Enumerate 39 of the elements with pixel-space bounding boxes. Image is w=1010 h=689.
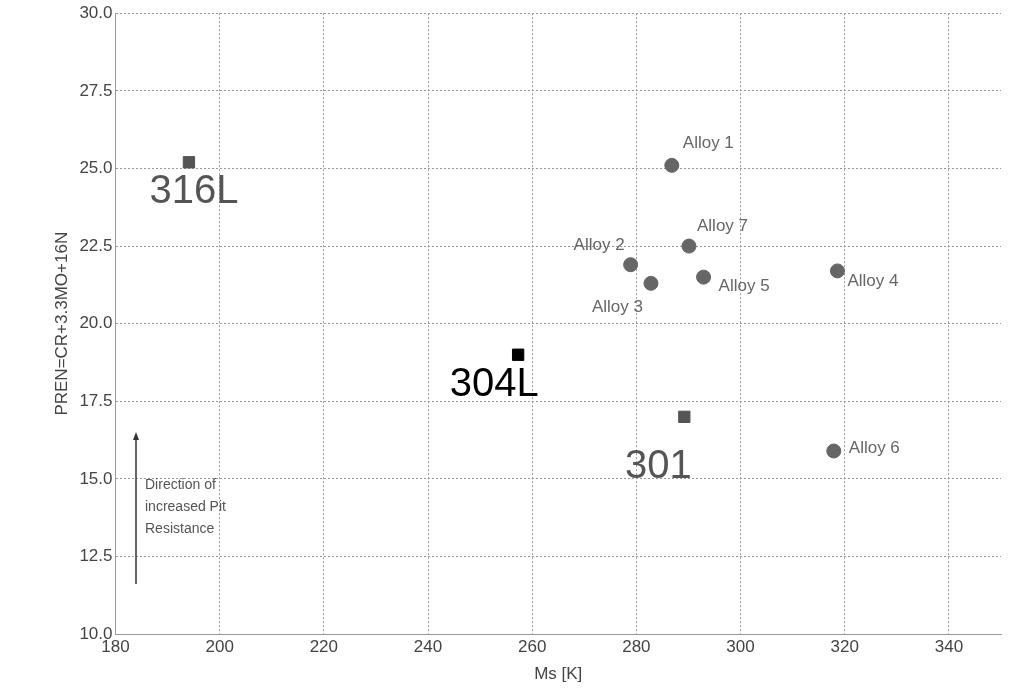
x-tick-label: 300 (726, 637, 755, 657)
series-label: 304L (449, 359, 539, 404)
y-axis-title: PREN=CR+3.3MO+16N (51, 231, 71, 416)
y-tick-label: 30.0 (79, 2, 113, 22)
point (678, 410, 691, 424)
point (826, 443, 842, 459)
x-tick-label: 320 (830, 637, 859, 657)
series-label: Alloy 5 (718, 275, 770, 295)
y-tick-label: 27.5 (79, 80, 113, 100)
point (643, 275, 659, 291)
x-axis-title: Ms [K] (534, 664, 583, 684)
series-label: 316L (149, 167, 239, 212)
y-tick-label: 22.5 (79, 235, 113, 255)
point (664, 157, 680, 173)
series-label: Alloy 4 (847, 270, 899, 290)
y-tick-label: 20.0 (79, 313, 113, 333)
point (829, 263, 845, 279)
annotation: Direction of increased Pit Resistance (145, 475, 227, 536)
series-label: 301 (624, 441, 692, 486)
y-tick-label: 17.5 (79, 391, 113, 411)
x-tick-label: 280 (622, 637, 651, 657)
y-tick-label: 15.0 (79, 468, 113, 488)
x-tick-label: 220 (309, 637, 339, 657)
point (511, 348, 525, 361)
series-label: Alloy 7 (696, 215, 749, 235)
point (696, 269, 712, 285)
series-label: Alloy 2 (573, 235, 625, 255)
point (681, 238, 697, 254)
point (182, 156, 196, 169)
x-tick-label: 340 (934, 637, 964, 657)
series-label: Alloy 3 (591, 297, 643, 317)
series-label: Alloy 6 (848, 437, 900, 457)
point (623, 257, 639, 273)
x-tick-label: 260 (518, 637, 547, 657)
y-tick-label: 25.0 (79, 158, 113, 178)
x-tick-label: 240 (413, 637, 443, 657)
series-label: Alloy 1 (682, 133, 734, 153)
x-tick-label: 200 (205, 637, 234, 657)
y-tick-label: 12.5 (79, 546, 113, 566)
